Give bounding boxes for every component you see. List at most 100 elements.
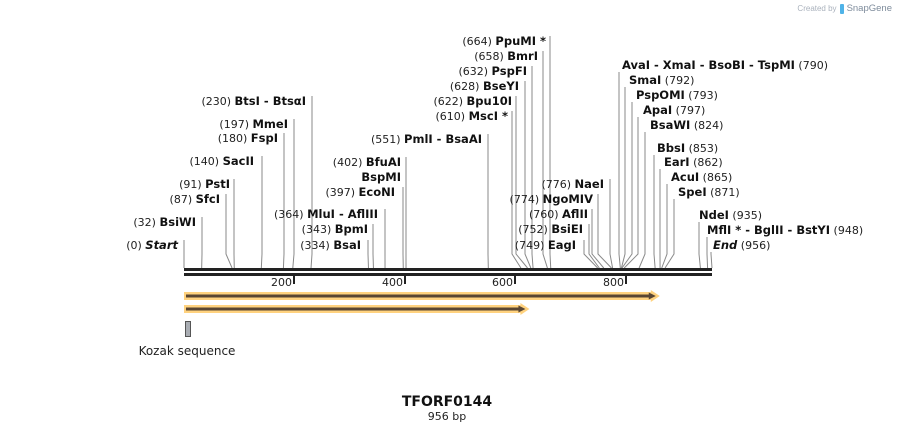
enzyme-name: BseYI: [483, 79, 519, 93]
enzyme-site-label[interactable]: (658) BmrI: [474, 49, 538, 63]
site-position: (865): [699, 171, 732, 184]
enzyme-site-label[interactable]: (749) EagI: [515, 238, 576, 252]
enzyme-name: BsiWI: [159, 215, 196, 229]
enzyme-site-label[interactable]: End (956): [713, 238, 770, 252]
tick-label: 400: [382, 276, 403, 289]
enzyme-name: BspMI: [361, 170, 401, 184]
enzyme-name: MflI * - BglII - BstYI: [707, 223, 830, 237]
enzyme-site-label[interactable]: (622) Bpu10I: [433, 94, 512, 108]
enzyme-site-label[interactable]: (140) SacII: [190, 154, 255, 168]
cut-site-leader: [618, 72, 621, 269]
enzyme-site-label[interactable]: NdeI (935): [699, 208, 762, 222]
features-track: Kozak sequence: [139, 290, 660, 358]
enzyme-name: NdeI: [699, 208, 729, 222]
site-position: (0): [126, 239, 145, 252]
dna-backbone: [184, 268, 712, 276]
enzyme-site-label[interactable]: BsaWI (824): [650, 118, 723, 132]
enzyme-site-label[interactable]: BspMI: [361, 170, 401, 184]
enzyme-site-label[interactable]: (87) SfcI: [170, 192, 220, 206]
enzyme-site-label[interactable]: (664) PpuMI *: [462, 34, 546, 48]
enzyme-site-label[interactable]: (774) NgoMIV: [510, 192, 594, 206]
site-position: (760): [529, 208, 562, 221]
cut-site-leader: [621, 102, 633, 269]
enzyme-name: NaeI: [575, 177, 604, 191]
enzyme-site-label[interactable]: (230) BtsI - BtsαI: [201, 94, 306, 108]
site-position: (774): [510, 193, 543, 206]
tick-mark: [514, 276, 516, 284]
enzyme-site-label[interactable]: (760) AflII: [529, 207, 588, 221]
enzyme-name: SacII: [223, 154, 254, 168]
enzyme-site-label[interactable]: (402) BfuAI: [333, 155, 401, 169]
enzyme-site-label[interactable]: (32) BsiWI: [133, 215, 196, 229]
enzyme-name: MmeI: [252, 117, 288, 131]
enzyme-site-label[interactable]: (776) NaeI: [541, 177, 604, 191]
enzyme-name: SpeI: [678, 185, 707, 199]
site-position: (32): [133, 216, 159, 229]
enzyme-site-label[interactable]: (397) EcoNI: [325, 185, 395, 199]
enzyme-name: PspFI: [492, 64, 527, 78]
orf-arrow[interactable]: [184, 303, 530, 315]
enzyme-site-label[interactable]: (551) PmlI - BsaAI: [371, 132, 482, 146]
enzyme-site-label[interactable]: AcuI (865): [671, 170, 732, 184]
site-position: (91): [179, 178, 205, 191]
enzyme-site-label[interactable]: AvaI - XmaI - BsoBI - TspMI (790): [622, 58, 828, 72]
cut-site-leader: [583, 240, 599, 269]
site-position: (871): [707, 186, 740, 199]
enzyme-site-label[interactable]: (628) BseYI: [450, 79, 519, 93]
enzyme-name: SmaI: [629, 73, 661, 87]
enzyme-name: AflII: [562, 207, 588, 221]
cut-site-leader-lines: [183, 36, 713, 269]
cut-site-leader: [706, 237, 709, 269]
tick-mark: [625, 276, 627, 284]
enzyme-name: PspOMI: [636, 88, 685, 102]
tick-label: 600: [492, 276, 513, 289]
enzyme-site-label[interactable]: EarI (862): [664, 155, 723, 169]
enzyme-site-label[interactable]: SmaI (792): [629, 73, 694, 87]
enzyme-name: ApaI: [643, 103, 672, 117]
enzyme-site-label[interactable]: PspOMI (793): [636, 88, 718, 102]
cut-site-leader: [549, 36, 552, 269]
enzyme-name: SfcI: [196, 192, 220, 206]
credit-brand: SnapGene: [846, 3, 892, 14]
site-position: (956): [737, 239, 770, 252]
site-position: (230): [201, 95, 234, 108]
enzyme-site-label[interactable]: (197) MmeI: [219, 117, 288, 131]
enzyme-site-label[interactable]: (0) Start: [126, 238, 178, 252]
cut-site-leader: [282, 133, 285, 269]
enzyme-name: EarI: [664, 155, 690, 169]
enzyme-site-label[interactable]: ApaI (797): [643, 103, 705, 117]
enzyme-name: BbsI: [657, 141, 685, 155]
enzyme-site-label[interactable]: (180) FspI: [218, 131, 278, 145]
site-position: (610): [436, 110, 469, 123]
enzyme-name: PmlI - BsaAI: [404, 132, 482, 146]
enzyme-name: BsaWI: [650, 118, 690, 132]
enzyme-site-label[interactable]: (334) BsaI: [300, 238, 361, 252]
orf-arrow[interactable]: [184, 290, 660, 302]
cut-site-leader: [531, 66, 534, 269]
enzyme-site-label[interactable]: (91) PstI: [179, 177, 230, 191]
enzyme-site-label[interactable]: SpeI (871): [678, 185, 740, 199]
enzyme-site-label[interactable]: (752) BsiEI: [518, 222, 583, 236]
enzyme-site-label[interactable]: (610) MscI *: [436, 109, 508, 123]
enzyme-site-label[interactable]: BbsI (853): [657, 141, 718, 155]
enzyme-name: BsaI: [333, 238, 361, 252]
axis-ticks: 200 400 600 800: [271, 276, 627, 289]
site-position: (749): [515, 239, 548, 252]
cut-site-leader: [511, 111, 522, 269]
site-position: (790): [795, 59, 828, 72]
kozak-sequence-feature[interactable]: Kozak sequence: [139, 321, 236, 359]
cut-site-leader: [664, 199, 675, 269]
enzyme-site-label[interactable]: MflI * - BglII - BstYI (948): [707, 223, 863, 237]
site-position: (797): [672, 104, 705, 117]
site-position: (334): [300, 239, 333, 252]
enzyme-site-label[interactable]: (632) PspFI: [458, 64, 527, 78]
snapgene-logo-icon: [839, 3, 844, 14]
site-position: (862): [690, 156, 723, 169]
enzyme-site-label[interactable]: (364) MluI - AflIII: [274, 207, 378, 221]
site-position: (632): [458, 65, 491, 78]
enzyme-name: Bpu10I: [467, 94, 512, 108]
cut-site-leader: [620, 87, 626, 269]
enzyme-site-label[interactable]: (343) BpmI: [302, 222, 368, 236]
cut-site-leader: [515, 96, 528, 269]
